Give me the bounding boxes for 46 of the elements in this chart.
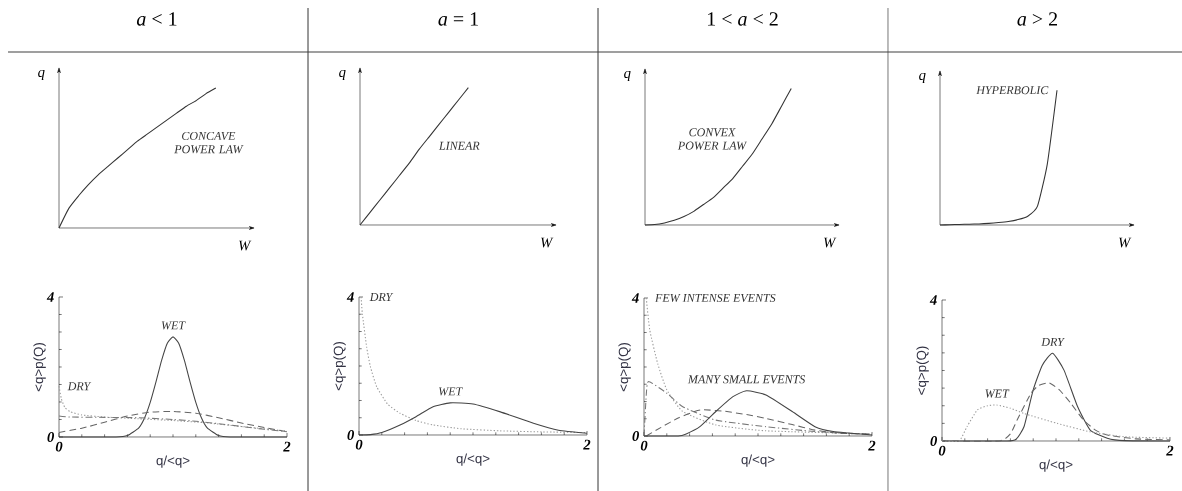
x-tick-label: 2 bbox=[583, 439, 591, 450]
x-tick-label: 0 bbox=[355, 439, 363, 450]
series-label: DRY bbox=[1041, 337, 1065, 346]
series-label: MANY SMALL EVENTS bbox=[687, 375, 806, 384]
annotation: CONVEX POWER LAW bbox=[677, 128, 747, 150]
x-axis-title: q/<q> bbox=[456, 453, 490, 466]
y-tick-label: 4 bbox=[346, 292, 354, 302]
line-series bbox=[58, 415, 288, 433]
y-axis-title: q bbox=[624, 70, 631, 81]
series-label: DRY bbox=[369, 293, 394, 301]
x-tick-label: 2 bbox=[283, 441, 291, 452]
series-label: FEW INTENSE EVENTS bbox=[654, 293, 776, 303]
x-axis-title: W bbox=[1119, 237, 1132, 248]
x-tick-label: 2 bbox=[1166, 445, 1174, 456]
x-axis-title: W bbox=[541, 237, 554, 248]
chart-title: a = 1 bbox=[438, 12, 478, 26]
series-label: WET bbox=[985, 389, 1010, 398]
y-tick-label: 4 bbox=[631, 293, 639, 303]
annotation: HYPERBOLIC bbox=[976, 86, 1049, 95]
line-series bbox=[58, 410, 288, 433]
annotation: LINEAR bbox=[438, 141, 480, 150]
series-label: WET bbox=[161, 321, 186, 330]
y-axis-title: <q>p(Q) bbox=[333, 341, 346, 391]
x-axis-title: W bbox=[824, 237, 837, 248]
x-tick-label: 0 bbox=[640, 440, 648, 451]
x-tick-label: 0 bbox=[55, 441, 63, 452]
x-axis-title: q/<q> bbox=[156, 455, 190, 468]
y-axis-title: <q>p(Q) bbox=[33, 342, 46, 392]
chart-title: a > 2 bbox=[1017, 12, 1058, 26]
y-axis-title: q bbox=[38, 69, 45, 80]
x-axis-title: q/<q> bbox=[1039, 459, 1073, 472]
y-tick-label: 4 bbox=[929, 295, 937, 305]
series-label: DRY bbox=[67, 382, 92, 391]
x-axis-title: W bbox=[239, 240, 252, 251]
y-axis-title: <q>p(Q) bbox=[916, 346, 929, 395]
x-tick-label: 2 bbox=[868, 440, 876, 451]
y-axis-title: <q>p(Q) bbox=[618, 342, 631, 392]
chart-title: a < 1 bbox=[136, 12, 177, 26]
annotation: CONCAVE POWER LAW bbox=[174, 131, 244, 154]
y-axis-title: q bbox=[339, 69, 346, 80]
y-tick-label: 4 bbox=[46, 292, 54, 302]
y-axis-title: q bbox=[919, 72, 926, 83]
chart-title: 1 < a < 2 bbox=[707, 12, 778, 26]
x-axis-title: q/<q> bbox=[741, 454, 775, 467]
series-label: WET bbox=[439, 387, 463, 396]
x-tick-label: 0 bbox=[938, 445, 946, 456]
